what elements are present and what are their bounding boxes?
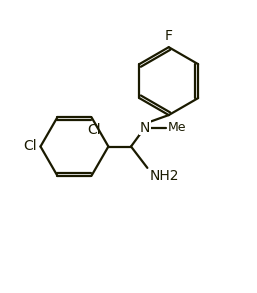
Text: Cl: Cl xyxy=(23,139,37,154)
Text: N: N xyxy=(140,121,150,135)
Text: NH2: NH2 xyxy=(150,169,179,183)
Text: F: F xyxy=(165,29,173,43)
Text: Cl: Cl xyxy=(87,123,101,137)
Text: Me: Me xyxy=(168,121,186,134)
